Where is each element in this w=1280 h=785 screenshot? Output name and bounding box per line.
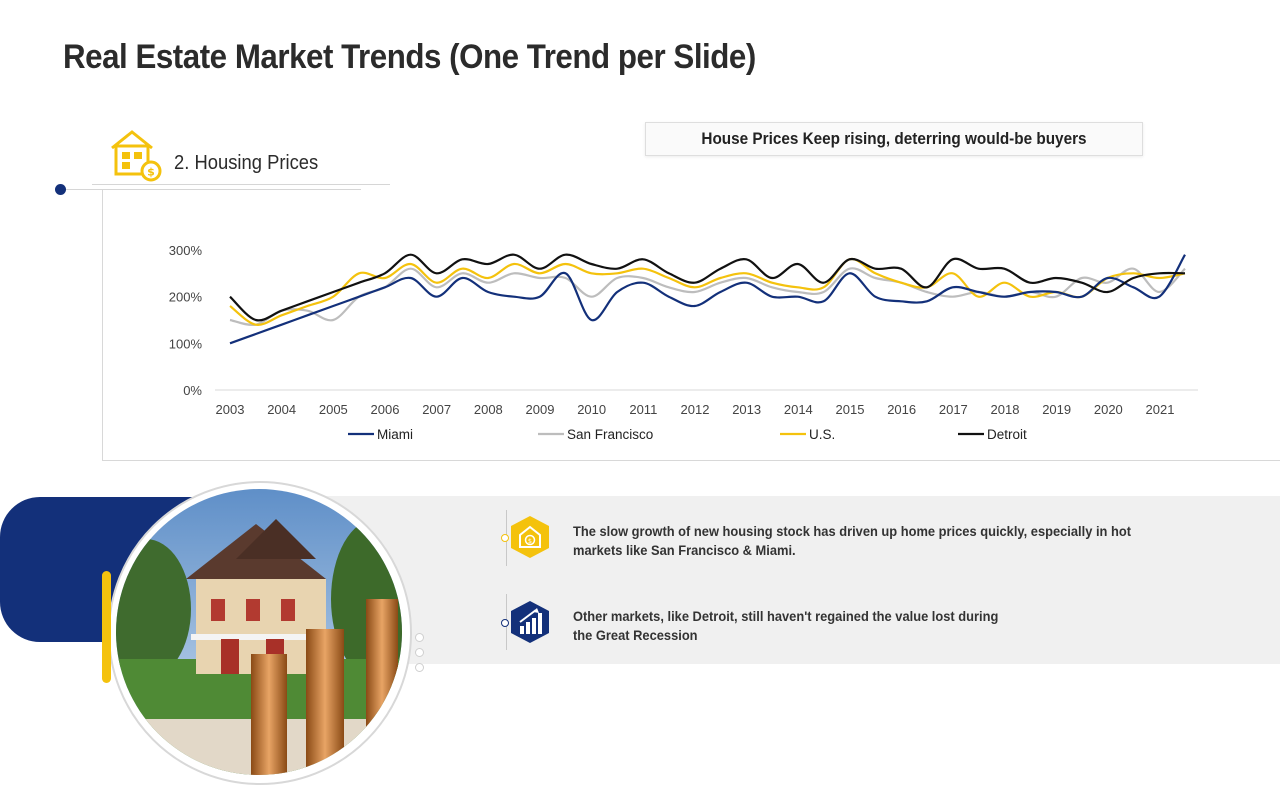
house-coin-icon: $: [111, 130, 162, 182]
x-tick-label: 2017: [939, 402, 968, 417]
info-marker: [501, 534, 509, 542]
series-line-miami: [229, 254, 1186, 345]
x-tick-label: 2014: [784, 402, 813, 417]
bar-chart-growth-icon: [511, 601, 549, 643]
info-marker: [501, 619, 509, 627]
y-tick-label: 300%: [169, 243, 203, 258]
house-coins-illustration: [116, 489, 402, 775]
x-tick-label: 2008: [474, 402, 503, 417]
svg-text:$: $: [147, 166, 155, 179]
headline-box: House Prices Keep rising, deterring woul…: [645, 122, 1143, 156]
x-tick-label: 2021: [1146, 402, 1175, 417]
line-chart: 0% 100% 200% 300% 2003 2004 2005 2006 2007 2008 20…: [169, 243, 1198, 442]
pager-dot: [415, 663, 424, 672]
series-line-u-s: [229, 257, 1186, 326]
info-text-1: The slow growth of new housing stock has…: [573, 523, 1132, 558]
headline-text: House Prices Keep rising, deterring woul…: [701, 129, 1087, 148]
y-tick-label: 100%: [169, 336, 203, 351]
info-text-2: Other markets, like Detroit, still haven…: [573, 608, 999, 643]
series-line-detroit: [229, 253, 1186, 322]
svg-text:$: $: [528, 537, 532, 545]
x-tick-label: 2005: [319, 402, 348, 417]
pager-dot: [415, 648, 424, 657]
house-photo: [116, 489, 402, 775]
timeline-line: [66, 189, 361, 190]
x-tick-label: 2018: [991, 402, 1020, 417]
legend-label: Detroit: [987, 427, 1027, 442]
x-tick-label: 2013: [732, 402, 761, 417]
x-tick-label: 2016: [887, 402, 916, 417]
y-tick-label: 0%: [183, 383, 202, 398]
legend-label: U.S.: [809, 427, 835, 442]
timeline-dot: [55, 184, 66, 195]
x-tick-label: 2011: [629, 402, 657, 417]
x-tick-label: 2015: [836, 402, 865, 417]
pager-dot: [415, 633, 424, 642]
x-tick-label: 2004: [267, 402, 296, 417]
y-tick-label: 200%: [169, 290, 203, 305]
x-tick-label: 2006: [371, 402, 400, 417]
section-label: 2. Housing Prices: [174, 152, 319, 174]
legend-label: San Francisco: [567, 427, 653, 442]
page-title: Real Estate Market Trends (One Trend per…: [63, 38, 756, 76]
yellow-accent-bar: [102, 571, 111, 683]
coin-house-icon: $: [511, 516, 549, 558]
x-tick-label: 2003: [216, 402, 245, 417]
x-tick-label: 2007: [422, 402, 451, 417]
x-tick-label: 2019: [1042, 402, 1071, 417]
chart-frame: [102, 190, 1280, 461]
x-tick-label: 2009: [526, 402, 555, 417]
legend-label: Miami: [377, 427, 413, 442]
info-panel: [270, 496, 1280, 664]
x-tick-label: 2010: [577, 402, 606, 417]
x-tick-label: 2020: [1094, 402, 1123, 417]
section-divider: [92, 184, 390, 185]
x-tick-label: 2012: [681, 402, 710, 417]
